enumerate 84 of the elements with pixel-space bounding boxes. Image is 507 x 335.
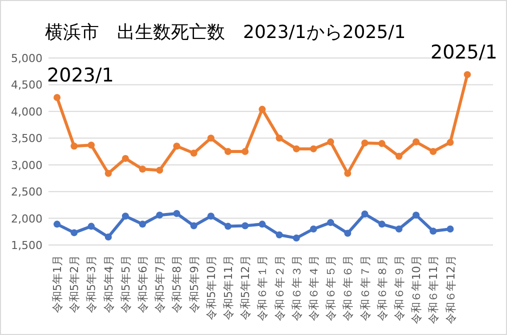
point bbox=[464, 71, 471, 78]
x-tick-label: 令和5年2月 bbox=[68, 255, 82, 313]
point bbox=[88, 222, 95, 230]
point bbox=[104, 233, 112, 240]
x-tick-label: 令和６年３月 bbox=[290, 255, 304, 321]
point bbox=[412, 138, 420, 146]
x-tick-label: 令和5年4月 bbox=[102, 255, 116, 313]
x-tick-label: 令和６年２月 bbox=[273, 255, 286, 321]
point bbox=[327, 219, 334, 226]
chart-title: 横浜市 出生数死亡数 2023/1から2025/1 bbox=[45, 22, 406, 43]
y-tick-label: 5,000 bbox=[11, 52, 42, 65]
point bbox=[344, 170, 352, 177]
y-tick-label: 2,000 bbox=[11, 212, 42, 226]
point bbox=[446, 225, 454, 232]
point bbox=[156, 166, 164, 174]
x-tick-label: 令和5年3月 bbox=[85, 255, 98, 313]
point bbox=[258, 220, 266, 228]
point bbox=[173, 142, 180, 150]
point bbox=[276, 231, 283, 238]
x-tick-label: 令和5年12月 bbox=[239, 255, 252, 320]
point bbox=[292, 145, 300, 152]
point bbox=[412, 212, 420, 219]
x-tick-label: 令和5年9月 bbox=[188, 255, 201, 313]
point bbox=[122, 154, 129, 162]
point bbox=[88, 142, 95, 149]
point bbox=[242, 222, 249, 230]
point bbox=[446, 138, 454, 146]
point bbox=[70, 229, 78, 236]
point bbox=[207, 134, 214, 142]
point bbox=[378, 140, 386, 147]
annotation: 2023/1 bbox=[47, 64, 114, 87]
x-tick-label: 令和5年6月 bbox=[136, 255, 150, 313]
point bbox=[310, 145, 317, 152]
x-tick-label: 令和６年９月 bbox=[392, 255, 406, 321]
x-tick-label: 令和5年8月 bbox=[170, 255, 184, 313]
point bbox=[395, 152, 402, 160]
point bbox=[395, 225, 402, 232]
point bbox=[54, 220, 61, 228]
point bbox=[70, 142, 78, 150]
point bbox=[258, 106, 266, 113]
x-tick-label: 令和６年７月 bbox=[358, 255, 372, 321]
point bbox=[139, 166, 146, 173]
y-tick-label: 4,000 bbox=[11, 105, 42, 118]
y-tick-label: 3,500 bbox=[11, 132, 42, 146]
x-tick-label: 令和5年10月 bbox=[204, 255, 218, 320]
annotation: 2025/1 bbox=[430, 42, 498, 64]
x-tick-label: 令和5年1月 bbox=[51, 255, 64, 313]
y-tick-label: 2,500 bbox=[11, 186, 42, 199]
x-tick-label: 令和5年5月 bbox=[119, 255, 132, 313]
x-tick-label: 令和5年7月 bbox=[154, 255, 167, 313]
point bbox=[430, 228, 437, 235]
point bbox=[104, 170, 112, 177]
x-tick-label: 令和６年10月 bbox=[410, 255, 424, 324]
point bbox=[156, 212, 164, 219]
point bbox=[242, 148, 249, 155]
point bbox=[344, 230, 352, 237]
x-tick-label: 令和６年４月 bbox=[307, 255, 320, 321]
x-tick-label: 令和６年11月 bbox=[427, 255, 440, 324]
point bbox=[122, 212, 129, 220]
point bbox=[190, 222, 198, 230]
point bbox=[378, 220, 386, 228]
point bbox=[361, 139, 368, 146]
point bbox=[139, 220, 146, 228]
x-tick-label: 令和６年８月 bbox=[376, 255, 389, 321]
x-tick-label: 令和６年６月 bbox=[342, 255, 355, 321]
point bbox=[430, 148, 437, 155]
point bbox=[310, 225, 317, 232]
point bbox=[173, 210, 180, 217]
point bbox=[276, 134, 283, 142]
y-tick-label: 4,500 bbox=[11, 78, 42, 92]
point bbox=[327, 138, 334, 146]
y-tick-label: 3,000 bbox=[11, 158, 42, 172]
point bbox=[292, 234, 300, 242]
y-tick-label: 1,500 bbox=[11, 239, 42, 252]
point bbox=[224, 148, 232, 155]
point bbox=[224, 222, 232, 230]
point bbox=[361, 210, 368, 218]
point bbox=[54, 94, 61, 102]
x-tick-label: 令和5年11月 bbox=[222, 255, 236, 320]
point bbox=[190, 150, 198, 157]
x-tick-label: 令和６年12月 bbox=[444, 255, 458, 324]
x-tick-label: 令和６年５月 bbox=[324, 255, 338, 321]
point bbox=[207, 212, 214, 220]
x-tick-label: 令和６年１月 bbox=[256, 255, 270, 321]
